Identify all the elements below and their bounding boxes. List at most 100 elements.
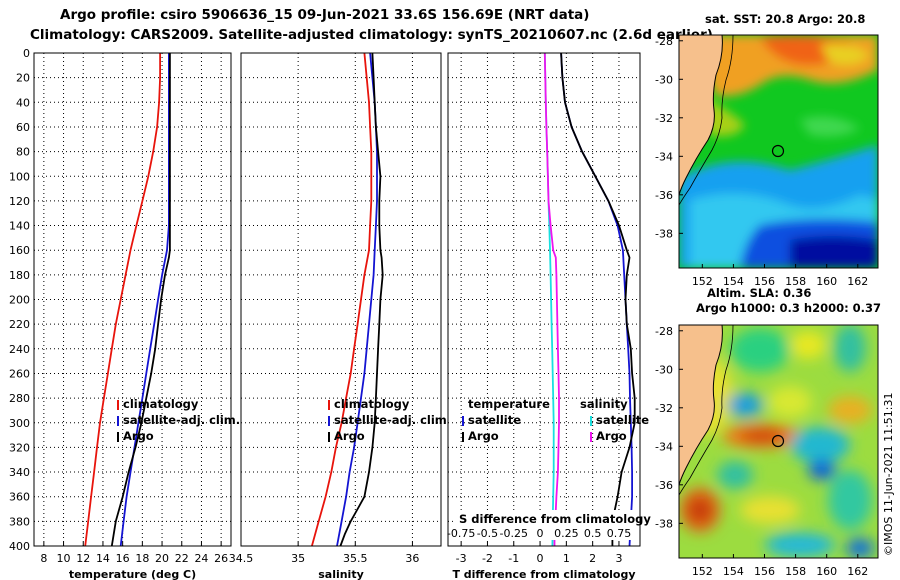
imos-credit: ©IMOS 11-Jun-2021 11:51:31 xyxy=(882,392,895,556)
salinity-panel: 34.5 35 35.5 36 salinity climatology satellite… xyxy=(229,52,451,580)
difference-xtick-label: -1 xyxy=(508,552,519,565)
salinity-xtick-label: 36 xyxy=(405,552,419,565)
sla-map-frame xyxy=(678,324,879,559)
temperature-xtick-label: 16 xyxy=(116,552,130,565)
depth-tick-label: 60 xyxy=(16,121,30,134)
legend-label: satellite-adj. clim. xyxy=(123,413,240,427)
legend-label: satellite xyxy=(468,413,521,427)
map-ytick-label: -34 xyxy=(655,150,673,163)
series-climatology xyxy=(84,53,162,547)
temperature-xtick-label: 8 xyxy=(40,552,47,565)
map-ytick-label: -32 xyxy=(655,112,673,125)
difference-xtick-label: -3 xyxy=(456,552,467,565)
sla-map xyxy=(679,325,878,558)
depth-tick-label: 180 xyxy=(9,269,30,282)
temperature-xtick-label: 26 xyxy=(214,552,228,565)
map-xtick-label: 158 xyxy=(785,565,806,578)
depth-tick-label: 280 xyxy=(9,392,30,405)
sst-shelf-contour xyxy=(679,35,734,206)
legend-label: climatology xyxy=(123,397,199,411)
depth-tick-label: 360 xyxy=(9,491,30,504)
salinity-xtick-label: 34.5 xyxy=(229,552,254,565)
legend-title-salinity: salinity xyxy=(580,397,628,411)
legend-label: Argo xyxy=(334,429,365,443)
legend-title-temperature: temperature xyxy=(468,397,550,411)
map-ytick-label: -36 xyxy=(655,189,673,202)
legend-label: climatology xyxy=(334,397,410,411)
series-climatology xyxy=(311,52,373,547)
map-xtick-label: 156 xyxy=(754,565,775,578)
temperature-frame xyxy=(33,52,232,547)
map-xtick-label: 162 xyxy=(847,565,868,578)
temperature-xtick-label: 18 xyxy=(135,552,149,565)
sst-map-title: sat. SST: 20.8 Argo: 20.8 xyxy=(705,12,865,26)
temperature-plot-bg xyxy=(34,53,231,546)
salinity-xtick-label: 35.5 xyxy=(343,552,368,565)
depth-tick-label: 120 xyxy=(9,195,30,208)
sla-coastline xyxy=(679,325,723,486)
sst-map-axes: 152 154 156 158 160 162 -28 -30 -32 -34 -36 -38 xyxy=(655,35,868,288)
map-xtick-label: 152 xyxy=(692,565,713,578)
temperature-xtick-label: 22 xyxy=(175,552,189,565)
depth-tick-label: 0 xyxy=(23,47,30,60)
map-xtick-label: 152 xyxy=(692,275,713,288)
difference-xtick-label: 3 xyxy=(615,552,622,565)
difference-xtick-label: -2 xyxy=(482,552,493,565)
depth-tick-label: 140 xyxy=(9,220,30,233)
s-tick-label: -0.75 xyxy=(447,527,475,540)
series-argo xyxy=(110,53,171,547)
map-ytick-label: -34 xyxy=(655,440,673,453)
map-ytick-label: -30 xyxy=(655,363,673,376)
depth-tick-label: 300 xyxy=(9,417,30,430)
temperature-xtick-label: 12 xyxy=(76,552,90,565)
s-tick-label: 0.5 xyxy=(584,527,602,540)
temperature-xtick-label: 24 xyxy=(194,552,208,565)
depth-tick-label: 40 xyxy=(16,96,30,109)
legend-label: satellite-adj. clim. xyxy=(334,413,451,427)
depth-tick-label: 320 xyxy=(9,441,30,454)
temperature-xtick-label: 20 xyxy=(155,552,169,565)
sla-land xyxy=(679,325,723,485)
map-xtick-label: 154 xyxy=(723,275,744,288)
depth-tick-label: 100 xyxy=(9,170,30,183)
difference-xtick-label: 0 xyxy=(537,552,544,565)
salinity-xlabel: salinity xyxy=(318,568,364,580)
depth-tick-label: 220 xyxy=(9,318,30,331)
sst-field xyxy=(679,35,878,268)
temperature-xlabel: temperature (deg C) xyxy=(69,568,196,580)
s-tick-label: 0.25 xyxy=(554,527,579,540)
depth-tick-label: 20 xyxy=(16,72,30,85)
sla-argo-marker xyxy=(771,434,785,448)
sla-map-subtitle: Argo h1000: 0.3 h2000: 0.37 xyxy=(696,301,881,315)
map-ytick-label: -36 xyxy=(655,479,673,492)
depth-tick-label: 80 xyxy=(16,146,30,159)
s-axis-bg xyxy=(454,510,639,540)
depth-tick-label: 160 xyxy=(9,244,30,257)
s-tick-label: -0.5 xyxy=(477,527,498,540)
sst-coastline xyxy=(679,35,723,196)
sla-map-title: Altim. SLA: 0.36 xyxy=(707,286,811,300)
map-ytick-label: -38 xyxy=(655,227,673,240)
legend-label: satellite xyxy=(596,413,649,427)
s-tick-label: 0.75 xyxy=(607,527,632,540)
sst-map xyxy=(679,35,878,268)
series-argo xyxy=(339,52,384,547)
series-t-argo xyxy=(560,52,636,546)
depth-tick-label: 200 xyxy=(9,294,30,307)
legend-label: Argo xyxy=(123,429,154,443)
temperature-panel: 8 10 12 14 16 18 20 22 24 26 temperature (deg C) 0 2… xyxy=(9,47,240,580)
title-line-2: Climatology: CARS2009. Satellite-adjuste… xyxy=(30,27,713,43)
legend-label: Argo xyxy=(596,429,627,443)
map-xtick-label: 160 xyxy=(816,275,837,288)
map-xtick-label: 162 xyxy=(847,275,868,288)
salinity-xtick-label: 35 xyxy=(291,552,305,565)
map-xtick-label: 158 xyxy=(785,275,806,288)
depth-tick-label: 380 xyxy=(9,515,30,528)
map-xtick-label: 156 xyxy=(754,275,775,288)
s-tick-label: 0 xyxy=(537,527,544,540)
depth-tick-label: 260 xyxy=(9,367,30,380)
map-xtick-label: 154 xyxy=(723,565,744,578)
map-ytick-label: -30 xyxy=(655,73,673,86)
difference-frame xyxy=(447,52,641,547)
